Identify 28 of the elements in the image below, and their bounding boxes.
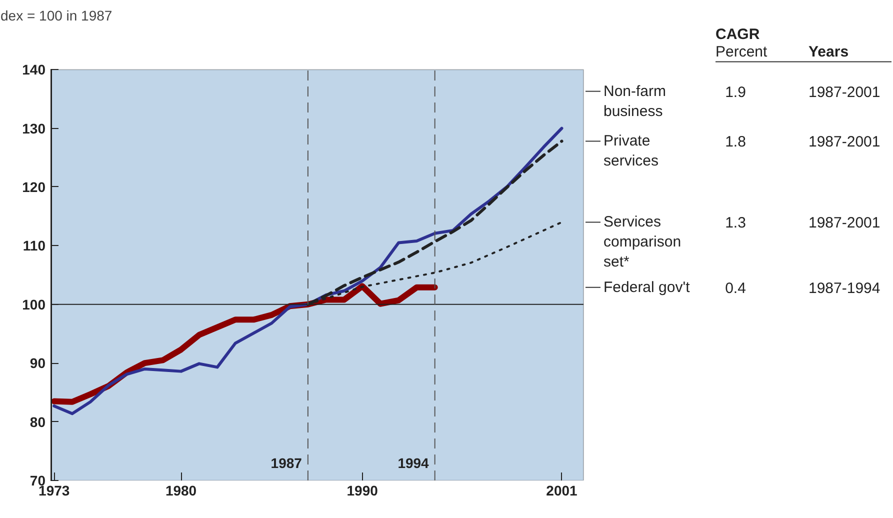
- text: Percent: [716, 43, 768, 60]
- text: Years: [808, 43, 849, 60]
- text: 1.9: [725, 84, 746, 101]
- text: 1.3: [725, 214, 746, 232]
- y-tick-label: 110: [22, 238, 46, 254]
- text: Private services: [604, 132, 659, 170]
- text: Services comparison set*: [604, 214, 682, 271]
- text: 1987-1994: [808, 280, 880, 297]
- y-tick-label: 140: [22, 62, 46, 78]
- y-tick-label: 120: [22, 178, 46, 195]
- ref-line-label: 1987: [270, 454, 302, 471]
- y-tick-label: 100: [22, 296, 46, 312]
- chart-title: dex = 100 in 1987: [0, 8, 112, 24]
- x-tick-label: 1990: [346, 482, 378, 498]
- ref-line-label: 1994: [398, 454, 430, 471]
- text: Federal gov't: [604, 278, 691, 296]
- y-tick-label: 130: [22, 120, 46, 136]
- text: 1987-2001: [808, 134, 880, 151]
- y-tick-label: 80: [30, 414, 46, 430]
- text: 0.4: [725, 280, 746, 297]
- text: CAGR: [716, 26, 760, 43]
- text: 1987-2001: [808, 84, 880, 101]
- x-tick-label: 1980: [165, 482, 197, 498]
- text: 1.8: [725, 134, 746, 151]
- text: 1987-2001: [808, 214, 880, 232]
- text: Non-farm business: [604, 82, 666, 120]
- x-tick-label: 2001: [546, 482, 578, 498]
- y-tick-label: 90: [30, 355, 46, 372]
